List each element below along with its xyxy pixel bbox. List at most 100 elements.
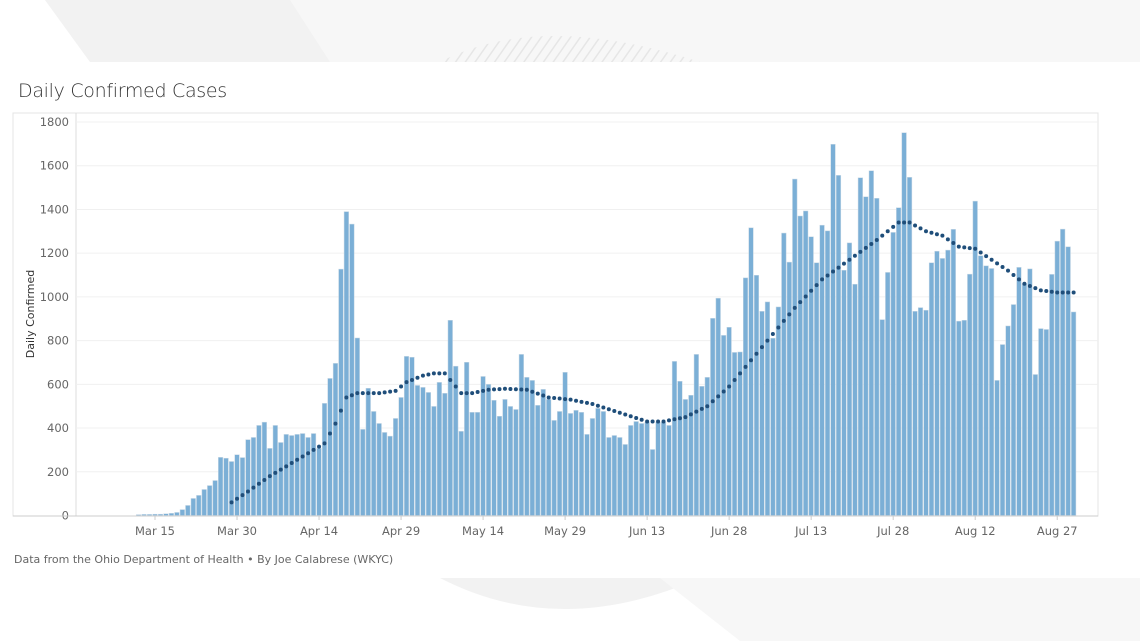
- bar: [305, 437, 311, 516]
- trend-dot: [683, 415, 688, 420]
- trend-dot: [344, 395, 349, 400]
- trend-dot: [317, 444, 322, 449]
- trend-dot: [399, 384, 404, 389]
- trend-dot: [557, 396, 562, 401]
- bar: [250, 437, 256, 516]
- bar: [999, 344, 1006, 516]
- trend-dot: [229, 500, 234, 505]
- bar: [742, 277, 749, 516]
- x-tick-label: Jul 28: [876, 524, 909, 538]
- trend-dot: [371, 391, 376, 396]
- trend-dot: [584, 400, 589, 405]
- trend-dot: [759, 345, 764, 350]
- trend-dot: [738, 371, 743, 376]
- trend-dot: [694, 409, 699, 414]
- trend-dot: [492, 387, 497, 392]
- y-tick-label: 1800: [40, 115, 69, 129]
- trend-dot: [951, 240, 956, 245]
- bar: [332, 363, 338, 516]
- bar: [814, 262, 820, 516]
- trend-dot: [973, 246, 978, 251]
- trend-dot: [787, 312, 792, 317]
- bar: [606, 437, 612, 516]
- trend-dot: [524, 387, 529, 392]
- x-tick-label: May 29: [544, 524, 586, 538]
- trend-dot: [639, 417, 644, 422]
- bar: [830, 144, 836, 516]
- trend-dot: [841, 261, 846, 266]
- bar: [671, 361, 678, 516]
- trend-dot: [360, 391, 365, 396]
- trend-dot: [1044, 289, 1049, 294]
- trend-dot: [628, 414, 633, 419]
- trend-dot: [913, 223, 918, 228]
- y-tick-label: 800: [47, 334, 69, 348]
- y-tick-label: 200: [47, 465, 69, 479]
- trend-dot: [568, 397, 573, 402]
- bar: [704, 377, 710, 516]
- bar: [163, 513, 169, 516]
- trend-dot: [563, 397, 568, 402]
- trend-dot: [1060, 290, 1065, 295]
- trend-dot: [311, 447, 316, 452]
- y-axis-label: Daily Confirmed: [24, 270, 37, 358]
- trend-dot: [235, 496, 240, 501]
- trend-dot: [1066, 290, 1071, 295]
- bar: [185, 505, 191, 516]
- trend-dot: [814, 283, 819, 288]
- bar: [551, 420, 557, 516]
- trend-dot: [1055, 290, 1060, 295]
- bar: [890, 232, 896, 516]
- trend-dot: [382, 390, 387, 395]
- trend-dot: [420, 373, 425, 378]
- x-tick-label: Jul 13: [794, 524, 827, 538]
- bar: [639, 423, 645, 516]
- bar: [207, 485, 213, 516]
- bar: [425, 392, 431, 516]
- bar: [901, 132, 907, 516]
- bar: [1060, 228, 1066, 516]
- bar: [923, 309, 929, 516]
- x-tick-label: Jun 28: [710, 524, 747, 538]
- bar: [256, 425, 262, 516]
- bar: [141, 514, 147, 516]
- bar: [420, 387, 426, 516]
- y-tick-label: 1000: [40, 290, 69, 304]
- bar: [201, 489, 207, 516]
- bar: [469, 412, 475, 516]
- bar: [710, 318, 716, 516]
- bar: [272, 425, 278, 516]
- bar: [480, 376, 486, 516]
- bar: [431, 406, 437, 516]
- trend-dot: [945, 237, 950, 242]
- x-tick-label: Apr 29: [382, 524, 420, 538]
- trend-dot: [984, 254, 989, 259]
- trend-dot: [349, 393, 354, 398]
- trend-dot: [333, 421, 338, 426]
- trend-dot: [891, 224, 896, 229]
- x-tick-label: Jun 13: [628, 524, 665, 538]
- bar: [338, 268, 344, 516]
- bar: [819, 224, 825, 516]
- bar: [245, 439, 251, 516]
- y-tick-label: 1400: [40, 202, 69, 216]
- trend-dot: [486, 387, 491, 392]
- trend-dot: [743, 364, 748, 369]
- bar: [573, 410, 579, 516]
- trend-dot: [923, 229, 928, 234]
- bar: [748, 227, 754, 516]
- bar: [1032, 374, 1038, 516]
- bar: [622, 444, 628, 516]
- bar: [1071, 311, 1077, 516]
- bar: [294, 434, 300, 516]
- bar: [1021, 283, 1027, 516]
- trend-dot: [874, 238, 879, 243]
- bar: [1054, 240, 1060, 516]
- bar: [507, 406, 513, 516]
- bar: [879, 319, 885, 516]
- bar: [382, 432, 388, 516]
- bar: [524, 377, 530, 516]
- trend-dot: [781, 318, 786, 323]
- bar: [289, 435, 295, 516]
